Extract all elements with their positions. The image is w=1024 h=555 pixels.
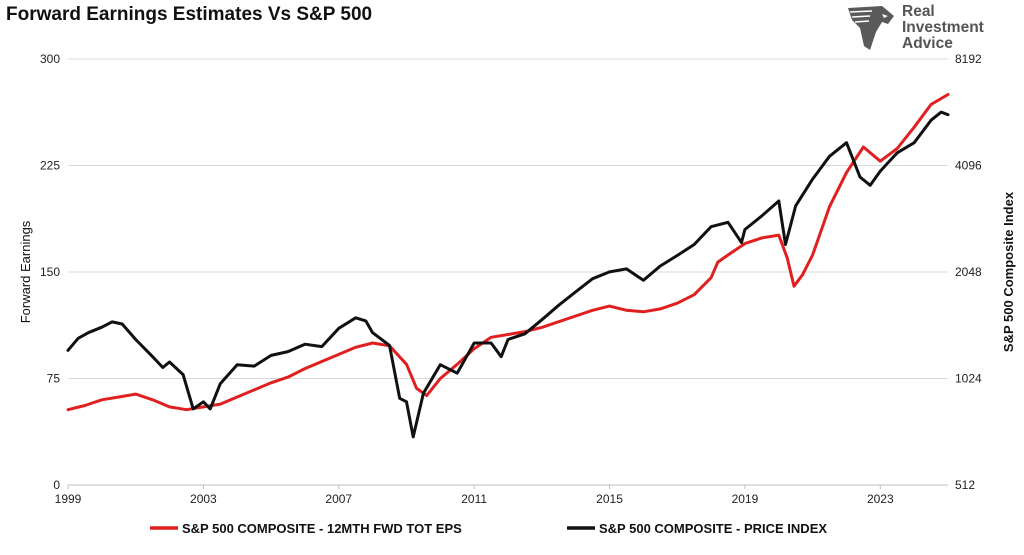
brand-line-1: Real bbox=[902, 3, 935, 20]
y-tick-label-300: 300 bbox=[40, 52, 60, 66]
series-line-forward-eps bbox=[66, 93, 950, 412]
series-line-price-index bbox=[66, 110, 950, 439]
x-tick-label-2011: 2011 bbox=[461, 492, 487, 506]
x-tick-label-2003: 2003 bbox=[190, 492, 217, 506]
chart-title: Forward Earnings Estimates Vs S&P 500 bbox=[6, 4, 373, 25]
brand-name: Real Investment Advice bbox=[902, 4, 984, 52]
y2-tick-label-4096: 4096 bbox=[955, 159, 982, 173]
y2-tick-label-8192: 8192 bbox=[955, 52, 982, 66]
x-tick-label-2019: 2019 bbox=[732, 492, 759, 506]
y-tick-label-225: 225 bbox=[40, 159, 60, 173]
brand-line-3: Advice bbox=[902, 35, 953, 52]
brand-line-2: Investment bbox=[902, 19, 984, 36]
y-tick-label-75: 75 bbox=[47, 372, 61, 386]
x-tick-label-2007: 2007 bbox=[325, 492, 352, 506]
y-tick-label-150: 150 bbox=[40, 265, 60, 279]
y2-axis-title: S&P 500 Composite Index bbox=[1001, 191, 1016, 352]
y2-tick-label-512: 512 bbox=[955, 478, 975, 492]
legend-label-0: S&P 500 COMPOSITE - 12MTH FWD TOT EPS bbox=[182, 521, 462, 536]
y-axis-title: Forward Earnings bbox=[18, 220, 33, 323]
y-tick-label-0: 0 bbox=[53, 478, 60, 492]
y2-tick-label-2048: 2048 bbox=[955, 265, 982, 279]
eagle-icon bbox=[848, 6, 894, 50]
x-tick-label-1999: 1999 bbox=[55, 492, 82, 506]
brand-logo: Real Investment Advice bbox=[842, 2, 1002, 52]
y2-tick-label-1024: 1024 bbox=[955, 372, 982, 386]
x-tick-label-2023: 2023 bbox=[867, 492, 894, 506]
x-tick-label-2015: 2015 bbox=[596, 492, 623, 506]
legend-label-1: S&P 500 COMPOSITE - PRICE INDEX bbox=[599, 521, 827, 536]
